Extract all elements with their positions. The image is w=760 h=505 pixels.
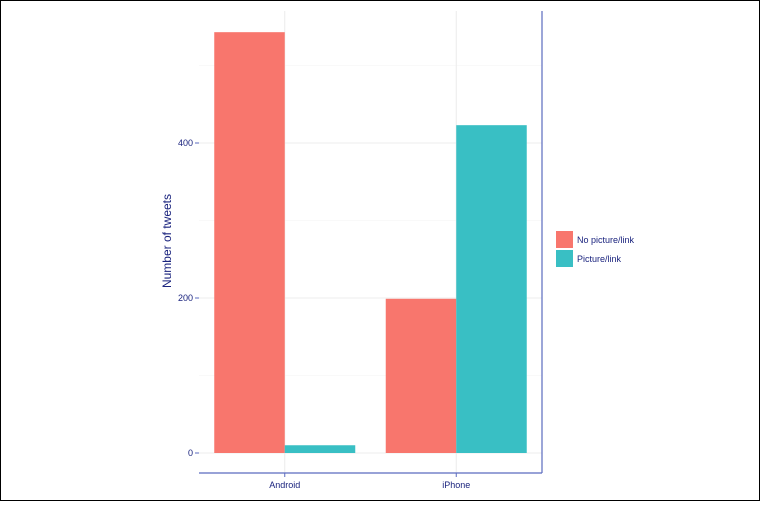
bar-android-0 [214, 32, 285, 454]
bars [214, 32, 527, 454]
y-tick-label-1: 200 [178, 293, 193, 303]
y-tick-label-0: 0 [188, 448, 193, 458]
x-tick-label-1: iPhone [442, 480, 470, 490]
y-axis-label: Number of tweets [160, 194, 174, 288]
bar-android-1 [284, 445, 356, 453]
bar-iphone-1 [456, 125, 527, 454]
legend-swatch-1 [556, 250, 573, 267]
x-tick-label-0: Android [269, 480, 300, 490]
legend-label-1: Picture/link [577, 254, 622, 264]
legend-swatch-0 [556, 231, 573, 248]
y-tick-label-2: 400 [178, 138, 193, 148]
bar-iphone-0 [385, 298, 457, 453]
legend-label-0: No picture/link [577, 235, 635, 245]
legend: No picture/link Picture/link [556, 231, 635, 267]
axes: Android iPhone 0 200 400 [178, 11, 543, 490]
